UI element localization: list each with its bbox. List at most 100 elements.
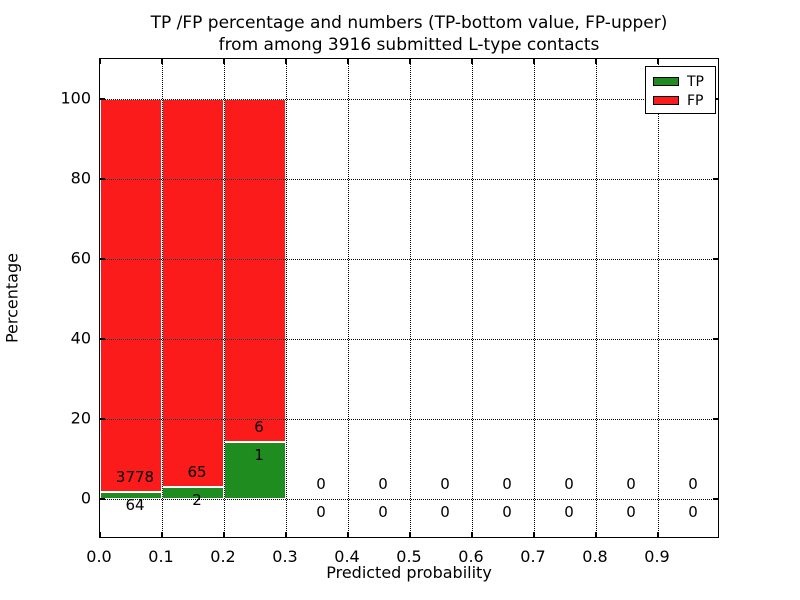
tick-y-right-20 (713, 418, 718, 420)
tick-x-bottom-0.6 (471, 532, 473, 537)
label-fp-count-1: 65 (187, 463, 207, 482)
plot-area: 3778 64 65 2 6 1 0 0 0 0 0 0 0 0 0 0 0 0 0 0 (99, 58, 719, 538)
ytick-label-20: 20 (70, 408, 91, 428)
label-fp-count-2: 6 (254, 417, 264, 436)
label-tp-count-0: 64 (125, 496, 145, 515)
tick-x-bottom-0.1 (161, 532, 163, 537)
label-tp-count-5: 0 (440, 503, 450, 521)
tick-x-top-0.7 (533, 59, 535, 64)
tick-y-left-40 (100, 338, 105, 340)
tick-x-top-0.1 (161, 59, 163, 64)
tick-x-bottom-0.5 (409, 532, 411, 537)
legend: TP FP (645, 66, 716, 114)
tick-x-bottom-0.8 (595, 532, 597, 537)
gridline-x-0.8 (596, 59, 597, 537)
tick-y-left-20 (100, 418, 105, 420)
tick-y-left-100 (100, 98, 105, 100)
tick-x-top-0.3 (285, 59, 287, 64)
bar-fp-0 (100, 99, 162, 493)
bar-tp-2 (224, 441, 286, 499)
label-tp-count-2: 1 (254, 445, 264, 464)
xtick-label-0.1: 0.1 (148, 547, 174, 566)
label-fp-count-9: 0 (688, 475, 698, 493)
label-fp-count-5: 0 (440, 475, 450, 493)
tick-x-bottom-0.7 (533, 532, 535, 537)
tick-x-top-0.9 (657, 59, 659, 64)
label-tp-count-8: 0 (626, 503, 636, 521)
tick-x-top-0.2 (223, 59, 225, 64)
xtick-label-0.4: 0.4 (334, 547, 360, 566)
tick-y-right-40 (713, 338, 718, 340)
gridline-y-100 (100, 99, 718, 100)
tp-swatch (653, 77, 679, 86)
legend-item-fp: FP (653, 91, 708, 110)
tick-y-right-60 (713, 258, 718, 260)
gridline-y-20 (100, 419, 718, 420)
xtick-label-0.5: 0.5 (396, 547, 422, 566)
gridline-y-80 (100, 179, 718, 180)
label-fp-count-0: 3778 (115, 468, 155, 487)
ytick-label-0: 0 (80, 488, 91, 508)
gridline-x-0.4 (348, 59, 349, 537)
label-fp-count-7: 0 (564, 475, 574, 493)
tick-y-right-0 (713, 498, 718, 500)
tick-y-left-0 (100, 498, 105, 500)
gridline-y-60 (100, 259, 718, 260)
legend-label-fp: FP (687, 92, 704, 109)
label-tp-count-6: 0 (502, 503, 512, 521)
tick-x-bottom-0.9 (657, 532, 659, 537)
chart-title-line1: TP /FP percentage and numbers (TP-bottom… (150, 13, 668, 33)
gridline-x-0.1 (162, 59, 163, 537)
ytick-label-60: 60 (70, 248, 91, 268)
xtick-label-0.2: 0.2 (210, 547, 236, 566)
chart-title-line2: from among 3916 submitted L-type contact… (218, 35, 600, 55)
label-tp-count-4: 0 (378, 503, 388, 521)
tick-x-top-0 (99, 59, 101, 64)
label-tp-count-3: 0 (316, 503, 326, 521)
label-tp-count-9: 0 (688, 503, 698, 521)
legend-item-tp: TP (653, 72, 708, 91)
gridline-x-0.9 (658, 59, 659, 537)
label-fp-count-3: 0 (316, 475, 326, 493)
gridline-x-0.7 (534, 59, 535, 537)
tick-x-top-0.4 (347, 59, 349, 64)
tick-x-top-0.8 (595, 59, 597, 64)
label-fp-count-8: 0 (626, 475, 636, 493)
x-axis-label: Predicted probability (326, 563, 492, 582)
tick-x-bottom-0.2 (223, 532, 225, 537)
tick-x-bottom-0.4 (347, 532, 349, 537)
ytick-label-80: 80 (70, 168, 91, 188)
xtick-label-0.9: 0.9 (644, 547, 670, 566)
label-fp-count-4: 0 (378, 475, 388, 493)
y-axis-label: Percentage (2, 253, 22, 344)
bar-fp-1 (162, 99, 224, 488)
gridline-y-40 (100, 339, 718, 340)
label-fp-count-6: 0 (502, 475, 512, 493)
bar-fp-2 (224, 99, 286, 442)
bar-tp-0 (100, 492, 162, 499)
chart-title: TP /FP percentage and numbers (TP-bottom… (99, 12, 719, 56)
ytick-label-40: 40 (70, 328, 91, 348)
gridline-x-0.3 (286, 59, 287, 537)
ytick-label-100: 100 (60, 88, 91, 108)
gridline-x-0.2 (224, 59, 225, 537)
xtick-label-0.3: 0.3 (272, 547, 298, 566)
fp-swatch (653, 96, 679, 105)
xtick-label-0.6: 0.6 (458, 547, 484, 566)
tick-x-bottom-0 (99, 532, 101, 537)
tick-x-bottom-0.3 (285, 532, 287, 537)
xtick-label-0.8: 0.8 (582, 547, 608, 566)
gridline-y-0 (100, 499, 718, 500)
tick-x-top-0.6 (471, 59, 473, 64)
tick-y-right-80 (713, 178, 718, 180)
legend-label-tp: TP (687, 73, 704, 90)
label-tp-count-7: 0 (564, 503, 574, 521)
tick-y-left-80 (100, 178, 105, 180)
label-tp-count-1: 2 (192, 491, 202, 510)
gridline-x-0.6 (472, 59, 473, 537)
xtick-label-0.0: 0.0 (86, 547, 112, 566)
gridline-x-0.5 (410, 59, 411, 537)
xtick-label-0.7: 0.7 (520, 547, 546, 566)
tick-y-left-60 (100, 258, 105, 260)
